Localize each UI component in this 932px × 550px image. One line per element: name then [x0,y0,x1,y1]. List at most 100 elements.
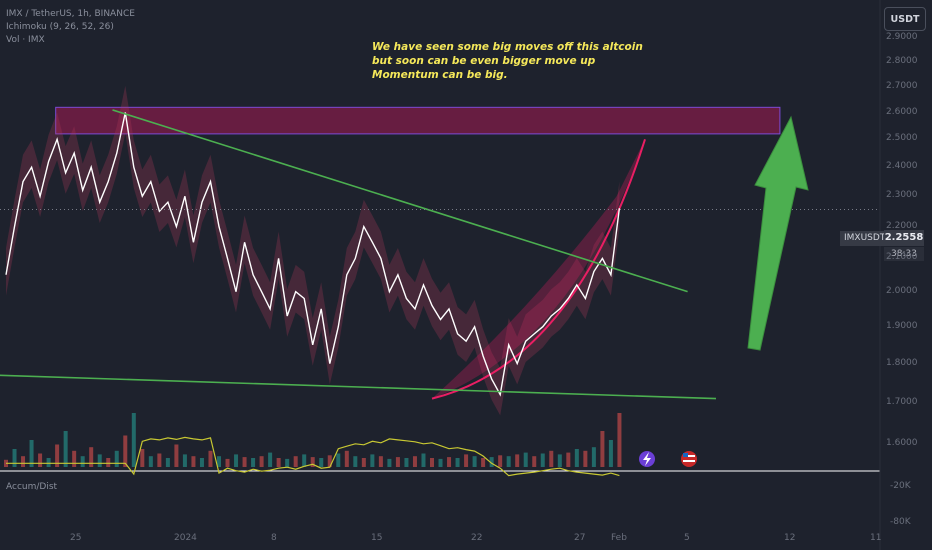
lower-trendline [0,374,717,400]
price-tick-label: 2.5000 [886,133,918,144]
volume-bar [251,458,256,467]
volume-bar [302,454,307,467]
price-tick-label: 2.1000 [886,252,918,263]
volume-bar [140,449,145,467]
price-tick-label: 2.9000 [886,32,918,42]
us-flag-icon [683,460,695,462]
volume-bar [336,453,341,467]
price-tick-label: 1.6000 [886,438,918,448]
price-series-line [5,112,621,397]
volume-bar [591,447,596,467]
legend-volume[interactable]: Vol · IMX [6,35,45,45]
last-price-label: 2.2558 [884,230,924,246]
volume-bar [370,454,375,467]
volume-bar [157,453,162,467]
price-tick-label: 2.6000 [886,106,918,117]
upper-trendline [112,109,688,293]
ad-tick-label: -80K [890,517,911,527]
legend-ichimoku[interactable]: Ichimoku (9, 26, 52, 26) [6,22,114,32]
lightning-icon [643,452,651,466]
volume-bar [549,450,554,467]
annotation-line-3: Momentum can be big. [372,69,508,81]
legend-symbol[interactable]: IMX / TetherUS, 1h, BINANCE [6,9,135,19]
price-tick-label: 2.8000 [886,55,918,66]
momentum-curve [431,139,646,400]
price-tick-label: 2.7000 [886,80,918,91]
volume-bar [285,458,290,467]
currency-button[interactable]: USDT [884,7,926,31]
volume-bar [276,458,281,467]
volume-bar [455,458,460,467]
price-tick-label: 1.9000 [886,320,918,331]
time-tick-label: 5 [684,533,690,543]
annotation-line-2: but soon can be even bigger move up [372,55,596,67]
resistance-zone [55,106,781,135]
volume-bar [566,452,571,467]
volume-bar [89,447,94,467]
volume-bar [361,458,366,467]
volume-bar [447,457,452,467]
volume-bar [464,454,469,467]
volume-bar [319,458,324,467]
up-arrow [747,115,809,351]
volume-bar [540,453,545,467]
price-tick-label: 1.8000 [886,357,918,368]
volume-bar [131,413,136,467]
volume-bar [46,458,51,467]
volume-bar [583,450,588,467]
volume-bar [38,453,43,467]
time-tick-label: 27 [574,533,586,543]
volume-bar [148,456,153,467]
volume-bar [293,456,298,467]
volume-bar [498,455,503,467]
volume-bar [63,431,68,467]
ichimoku-cloud [6,85,620,416]
volume-bar [395,457,400,467]
price-tick-label: 2.2000 [886,220,918,231]
accum-dist-line [6,436,620,477]
volume-bar [114,450,119,467]
volume-bar [29,440,34,467]
volume-bar [191,456,196,467]
volume-bar [532,456,537,467]
volume-bar [506,456,511,467]
volume-bar [481,458,486,467]
volume-bar [523,452,528,467]
volume-bar [242,457,247,467]
volume-bar [106,458,111,467]
price-tick-label: 2.3000 [886,190,918,201]
us-flag-icon [683,453,688,457]
volume-bar [12,449,17,467]
volume-bar [617,413,622,467]
bar-countdown-label: 38:33 [884,247,924,261]
volume-bar [574,449,579,467]
volume-bar [600,431,605,467]
volume-bar [199,458,204,467]
accum-dist-label[interactable]: Accum/Dist [6,482,58,492]
volume-bar [327,455,332,467]
price-tick-label: 2.0000 [886,285,918,296]
volume-bar [259,456,264,467]
volume-bar [225,458,230,467]
time-tick-label: 8 [271,533,277,543]
volume-bar [165,458,170,467]
volume-bar [174,444,179,467]
volume-bar [557,454,562,467]
volume-bar [515,454,520,467]
text-annotation[interactable]: We have seen some big moves off this alt… [372,40,643,82]
time-tick-label: 2024 [174,533,197,543]
ad-tick-label: -20K [890,481,911,491]
time-tick-label: 15 [371,533,383,543]
symbol-price-label: IMXUSDT [840,231,890,246]
volume-bar [97,454,102,467]
price-tick-label: 2.4000 [886,161,918,172]
volume-bar [421,453,426,467]
time-tick-label: 25 [70,533,82,543]
volume-bar [234,454,239,467]
time-tick-label: Feb [611,533,627,543]
volume-bar [123,435,128,467]
volume-bar [404,458,409,467]
